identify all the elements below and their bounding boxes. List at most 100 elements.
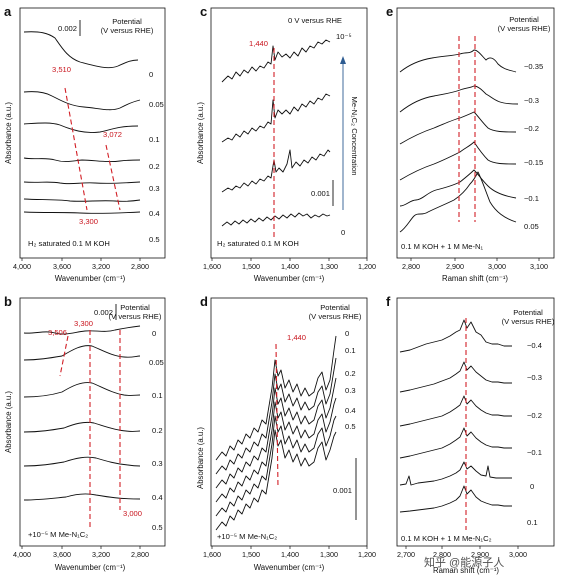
panel-f-condition: 0.1 M KOH + 1 M Me-N₁C₂ — [401, 534, 492, 543]
spectrum-trace — [399, 461, 512, 486]
spectrum-trace — [399, 171, 517, 233]
panel-e-condition: 0.1 M KOH + 1 M Me-N₁ — [401, 242, 484, 251]
spectrum-trace — [23, 493, 141, 501]
spectrum-trace — [399, 169, 517, 207]
panel-b-annotation: 3,300 — [74, 319, 93, 328]
trace-label: −0.2 — [524, 124, 539, 133]
spectrum-trace — [399, 141, 517, 181]
panel-a-legend-title-line1: Potential — [112, 17, 142, 26]
spectrum-trace — [23, 382, 141, 398]
spectrum-trace — [23, 211, 141, 214]
panel-b-annotation: 3,506 — [48, 328, 67, 337]
spectrum-trace — [23, 456, 141, 467]
watermark: 知乎 @能源子人 — [424, 555, 504, 569]
trace-label: 0 — [152, 329, 156, 338]
panel-e-xtick: 2,900 — [446, 262, 464, 271]
panel-c-xticks: 1,600 1,500 1,400 1,300 1,200 — [203, 258, 376, 271]
trace-label: 0.05 — [524, 222, 539, 231]
trace-label: 0.2 — [152, 426, 163, 435]
trace-label: −0.1 — [524, 194, 539, 203]
spectrum-trace — [399, 49, 517, 73]
panel-b-scalebar-label: 0.002 — [94, 308, 113, 317]
trace-label: 0 — [149, 70, 153, 79]
spectrum-trace — [221, 212, 331, 227]
panel-c-xtick: 1,600 — [203, 262, 221, 271]
panel-d-letter: d — [200, 294, 208, 309]
panel-e-xlabel: Raman shift (cm⁻¹) — [442, 274, 508, 283]
panel-c-annotation: 1,440 — [249, 39, 268, 48]
spectrum-trace — [399, 111, 517, 145]
trace-label: 0.2 — [345, 369, 356, 378]
panel-d-xtick: 1,300 — [320, 550, 338, 559]
panel-f-legend-title-line2: (V versus RHE) — [502, 317, 555, 326]
panel-b-xticks: 4,000 3,600 3,200 2,800 — [13, 546, 149, 559]
panel-a-traces — [23, 31, 141, 214]
panel-f-xtick: 2,700 — [397, 550, 415, 559]
trace-label: 0.4 — [152, 493, 163, 502]
trace-label: 0.1 — [527, 518, 538, 527]
panel-e-legend-title-line1: Potential — [509, 15, 539, 24]
panel-b-xtick: 3,600 — [53, 550, 71, 559]
panel-b-frame — [19, 297, 166, 547]
trace-label: 0.5 — [149, 235, 160, 244]
panel-e-xtick: 3,000 — [488, 262, 506, 271]
panel-e-xtick: 2,800 — [402, 262, 420, 271]
spectrum-trace — [399, 85, 519, 113]
trace-label: 0.3 — [152, 459, 163, 468]
panel-d-traces — [215, 335, 337, 531]
panel-a-xtick: 3,200 — [92, 262, 110, 271]
panel-d-xtick: 1,400 — [281, 550, 299, 559]
panel-b-dashed-guide — [59, 335, 69, 377]
panel-d-annotation: 1,440 — [287, 333, 306, 342]
panel-f: f 2,700 2,800 2,900 3,000 Raman shift (c… — [386, 294, 555, 575]
trace-label: 0.1 — [152, 391, 163, 400]
panel-f-xtick: 3,000 — [509, 550, 527, 559]
panel-b-xlabel: Wavenumber (cm⁻¹) — [55, 563, 126, 572]
trace-label: −0.1 — [527, 448, 542, 457]
panel-b-traces — [23, 325, 141, 501]
panel-b-xtick: 4,000 — [13, 550, 31, 559]
trace-label: 0.05 — [149, 358, 164, 367]
trace-label: −0.3 — [524, 96, 539, 105]
panel-d-xlabel: Wavenumber (cm⁻¹) — [254, 563, 325, 572]
spectrum-trace — [23, 122, 139, 133]
trace-label: 0.5 — [152, 523, 163, 532]
panel-d-ylabel: Absorbance (a.u.) — [196, 427, 205, 489]
trace-label: −0.35 — [524, 62, 543, 71]
panel-a-scalebar-label: 0.002 — [58, 24, 77, 33]
panel-a-annotation: 3,072 — [103, 130, 122, 139]
panel-c-legend-title: 0 V versus RHE — [288, 16, 342, 25]
panel-e-letter: e — [386, 4, 393, 19]
panel-c-frame — [210, 7, 368, 259]
panel-c-condition: H₂ saturated 0.1 M KOH — [217, 239, 299, 248]
panel-a-dashed-guide — [64, 87, 88, 211]
panel-a-dashed-guide — [105, 144, 121, 211]
panel-a-xtick: 2,800 — [131, 262, 149, 271]
panel-c-traces — [221, 39, 331, 227]
panel-d-xtick: 1,200 — [358, 550, 376, 559]
panel-a-xtick: 3,600 — [53, 262, 71, 271]
panel-c: c Absorbance (a.u.) 1,600 1,500 1,400 1,… — [196, 4, 376, 283]
spectrum-trace — [399, 395, 512, 427]
panel-c-xtick: 1,500 — [242, 262, 260, 271]
spectrum-trace — [23, 345, 141, 361]
panel-d-frame — [210, 297, 368, 547]
panel-d-xticks: 1,600 1,500 1,400 1,300 1,200 — [203, 546, 376, 559]
panel-f-xticks: 2,700 2,800 2,900 3,000 — [397, 546, 527, 559]
panel-a-xticks: 4,000 3,600 3,200 2,800 — [13, 258, 149, 271]
spectrum-trace — [399, 427, 512, 459]
trace-label: −0.2 — [527, 411, 542, 420]
panel-d-xtick: 1,600 — [203, 550, 221, 559]
panel-d-legend-title-line1: Potential — [320, 303, 350, 312]
spectrum-trace — [23, 91, 141, 111]
panel-e-legend-title-line2: (V versus RHE) — [498, 24, 551, 33]
spectrum-trace — [399, 485, 512, 513]
trace-label: 0.2 — [149, 162, 160, 171]
trace-label: −0.15 — [524, 158, 543, 167]
panel-b-xtick: 3,200 — [92, 550, 110, 559]
panel-c-scalebar-label: 0.001 — [311, 189, 330, 198]
spectrum-trace — [23, 181, 141, 185]
panel-f-xtick: 2,800 — [433, 550, 451, 559]
spectrum-trace — [399, 361, 512, 393]
panel-b-condition: +10⁻⁵ M Me-N₁C₂ — [28, 530, 88, 539]
